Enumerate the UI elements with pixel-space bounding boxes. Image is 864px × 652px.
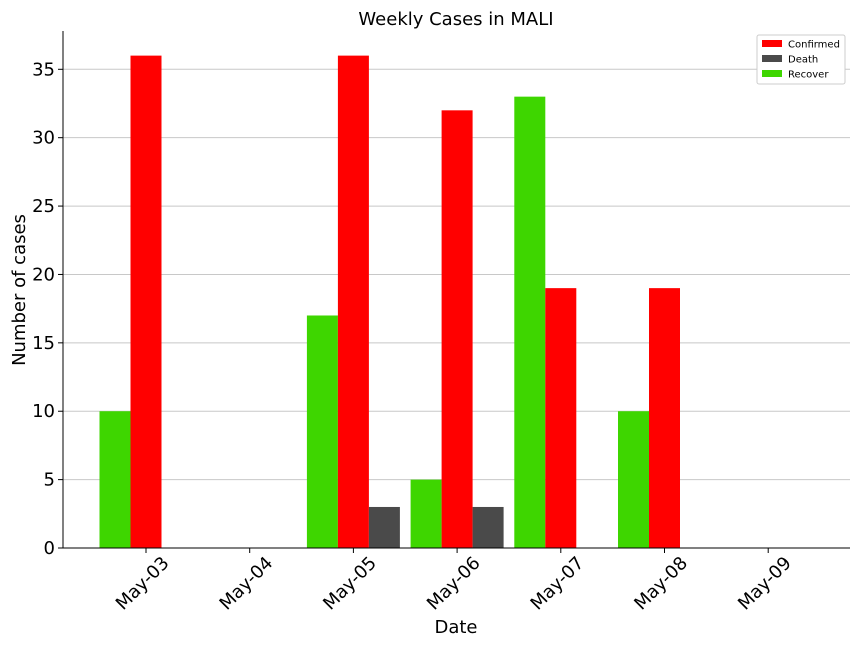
legend-swatch-recover (762, 70, 782, 77)
bar-recover-may-03 (99, 411, 131, 548)
y-tick-label: 5 (44, 470, 55, 491)
bar-confirmed-may-08 (649, 288, 680, 548)
axes (62, 31, 850, 549)
bar-recover-may-05 (306, 315, 338, 548)
y-tick-label: 0 (44, 538, 55, 559)
x-tick-label: May-04 (216, 553, 278, 615)
y-tick-label: 25 (32, 196, 55, 217)
legend-label-death: Death (788, 55, 818, 66)
bars (99, 55, 680, 549)
legend-swatch-death (762, 55, 782, 62)
x-tick-label: May-09 (734, 553, 796, 615)
bar-confirmed-may-05 (337, 55, 369, 548)
x-tick-label: May-05 (319, 553, 381, 615)
chart-title: Weekly Cases in MALI (358, 9, 553, 30)
x-tick-label: May-07 (527, 553, 589, 615)
y-tick-labels: 0 5 10 15 20 25 30 35 (32, 59, 63, 559)
bar-confirmed-may-07 (545, 288, 577, 548)
y-tick-label: 20 (32, 264, 55, 285)
legend-label-confirmed: Confirmed (788, 40, 840, 51)
x-tick-label: May-08 (630, 553, 692, 615)
legend-swatch-confirmed (762, 40, 782, 47)
y-axis-label: Number of cases (9, 214, 30, 366)
bar-death-may-05 (368, 506, 400, 548)
x-tick-label: May-06 (423, 553, 485, 615)
x-tick-labels: May-03 May-04 May-05 May-06 May-07 May-08 May-… (112, 548, 796, 614)
bar-death-may-06 (472, 506, 504, 548)
x-axis-label: Date (434, 617, 477, 638)
legend: Confirmed Death Recover (756, 34, 846, 85)
bar-recover-may-08 (618, 411, 649, 548)
y-tick-label: 10 (32, 401, 55, 422)
x-tick-label: May-03 (112, 553, 174, 615)
legend-label-recover: Recover (788, 70, 829, 81)
y-tick-label: 15 (32, 333, 55, 354)
y-tick-label: 35 (32, 59, 55, 80)
bar-confirmed-may-03 (130, 55, 162, 548)
y-tick-label: 30 (32, 128, 55, 149)
bar-confirmed-may-06 (441, 110, 473, 549)
bar-recover-may-06 (410, 479, 442, 548)
bar-recover-may-07 (514, 96, 546, 549)
